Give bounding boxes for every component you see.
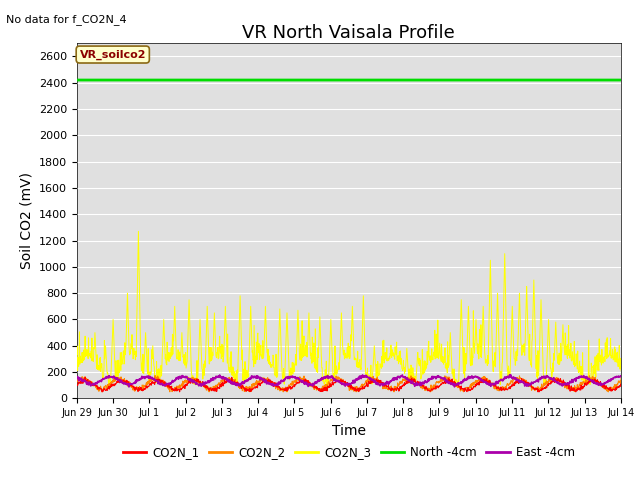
X-axis label: Time: Time xyxy=(332,424,366,438)
Legend: CO2N_1, CO2N_2, CO2N_3, North -4cm, East -4cm: CO2N_1, CO2N_2, CO2N_3, North -4cm, East… xyxy=(118,441,580,464)
Text: No data for f_CO2N_4: No data for f_CO2N_4 xyxy=(6,14,127,25)
Y-axis label: Soil CO2 (mV): Soil CO2 (mV) xyxy=(19,172,33,269)
Title: VR North Vaisala Profile: VR North Vaisala Profile xyxy=(243,24,455,42)
Text: VR_soilco2: VR_soilco2 xyxy=(79,49,146,60)
